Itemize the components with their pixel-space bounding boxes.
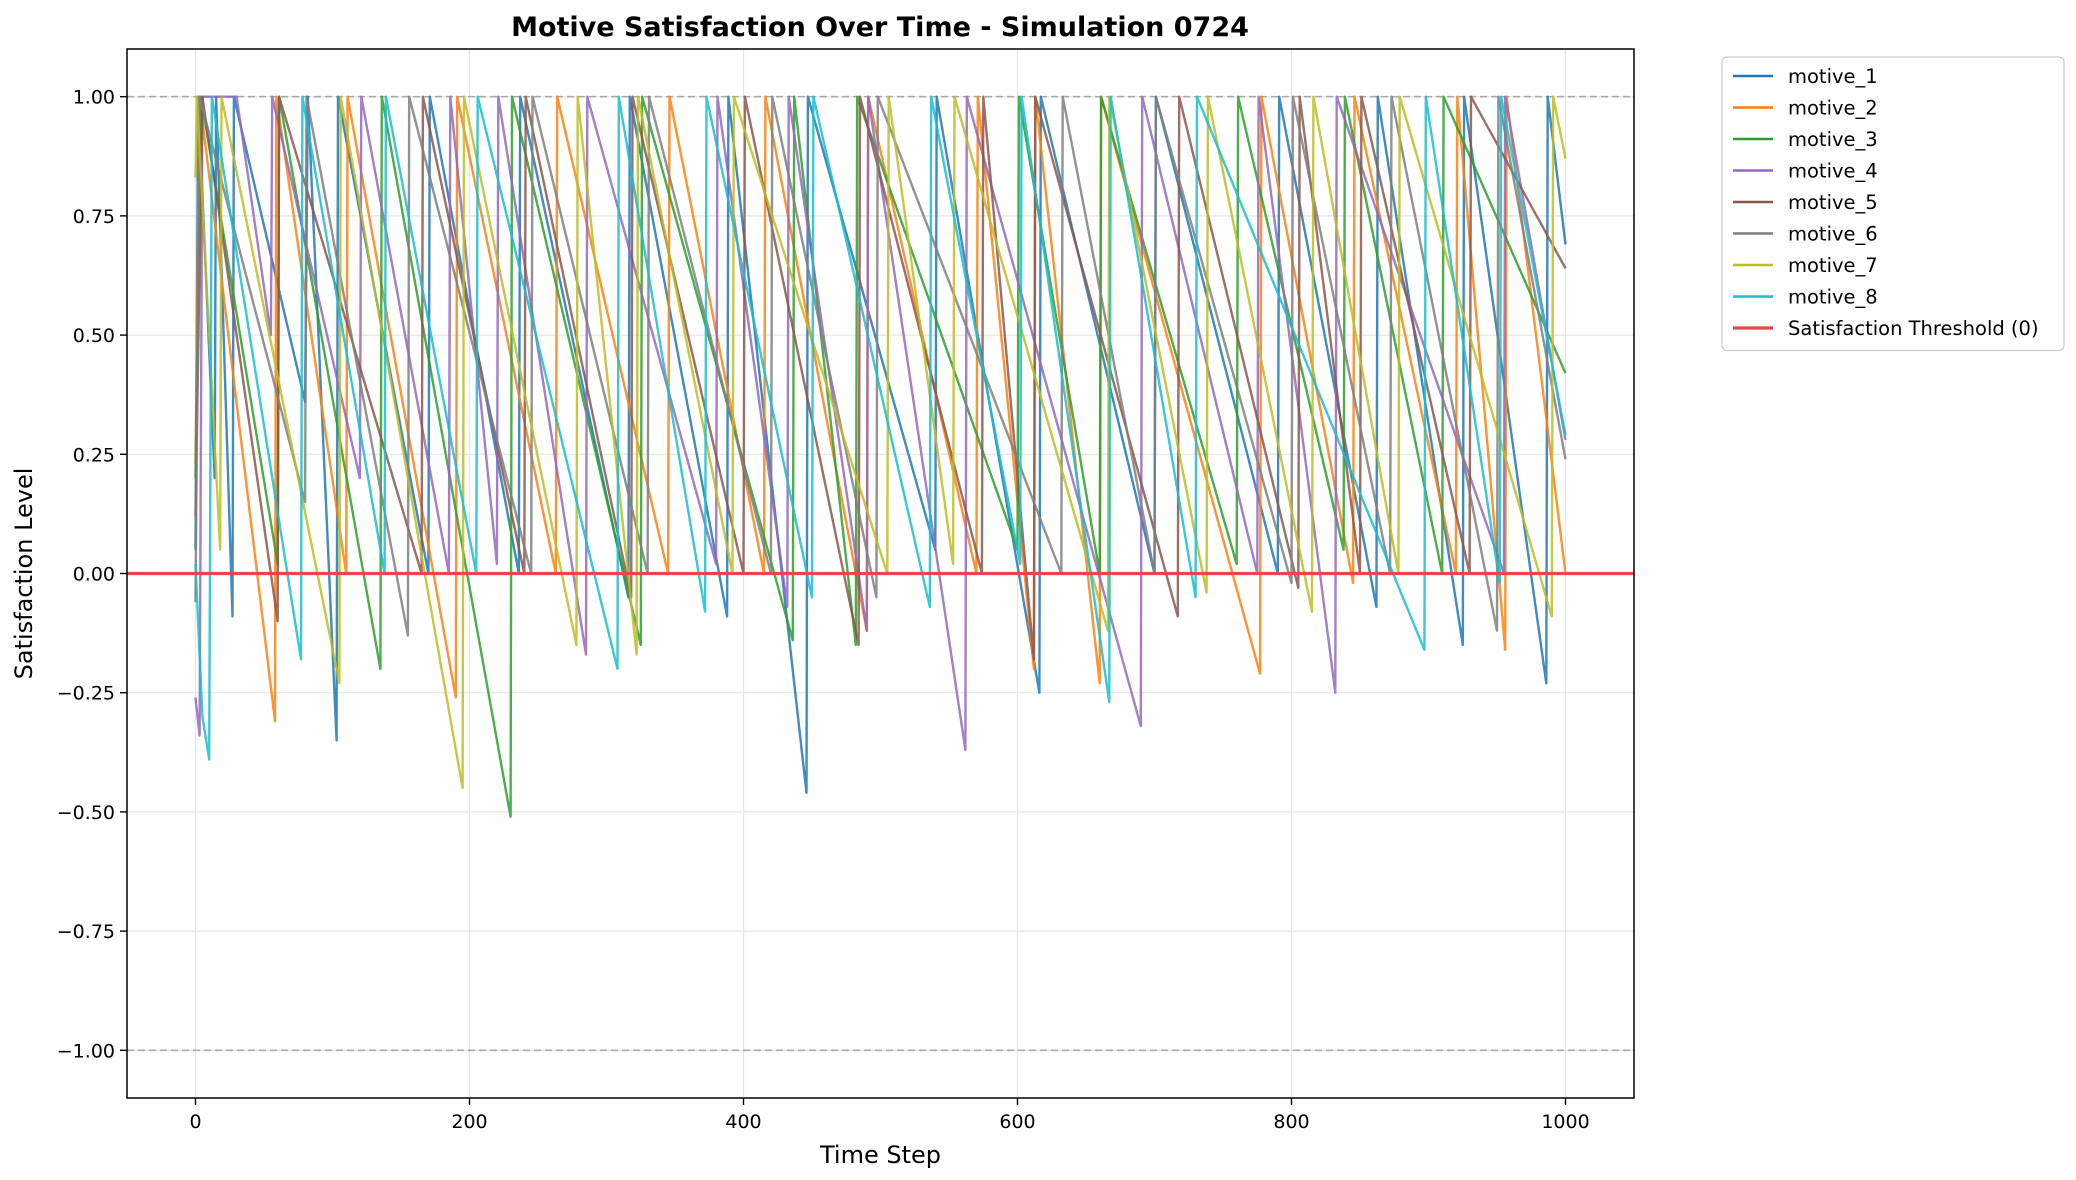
x-tick-label: 200	[451, 1111, 487, 1133]
x-tick-label: 400	[725, 1111, 761, 1133]
y-tick-label: −1.00	[57, 1040, 115, 1062]
y-tick-label: −0.75	[57, 921, 115, 943]
x-axis-label: Time Step	[819, 1141, 941, 1169]
x-tick-label: 1000	[1541, 1111, 1589, 1133]
legend: motive_1 motive_2 motive_3 motive_4 motive_5…	[1721, 56, 2065, 352]
series-line-motive_1	[194, 95, 1567, 794]
y-tick-label: 0.25	[73, 444, 115, 466]
y-tick-label: 0.75	[73, 206, 115, 228]
legend-label: motive_7	[1788, 254, 1878, 277]
y-tick-label: −0.25	[57, 683, 115, 705]
y-tick-label: 0.50	[73, 325, 115, 347]
y-tick-label: 0.00	[73, 564, 115, 586]
reference-lines	[127, 95, 1634, 1052]
y-axis-label: Satisfaction Level	[10, 468, 38, 680]
legend-label: motive_5	[1788, 191, 1878, 214]
y-tick-label: 1.00	[73, 87, 115, 109]
legend-label: Satisfaction Threshold (0)	[1788, 317, 2039, 340]
chart-title: Motive Satisfaction Over Time - Simulati…	[511, 12, 1249, 43]
legend-label: motive_8	[1788, 286, 1878, 309]
legend-label: motive_1	[1788, 65, 1878, 88]
legend-label: motive_4	[1788, 160, 1878, 183]
legend-label: motive_3	[1788, 128, 1878, 151]
series-line-motive_8	[194, 95, 1567, 761]
series-line-motive_5	[194, 95, 1567, 661]
series-line-motive_4	[194, 95, 1567, 752]
x-tick-label: 800	[1273, 1111, 1309, 1133]
x-tick-label: 600	[999, 1111, 1035, 1133]
x-tick-label: 0	[189, 1111, 201, 1133]
legend-box	[1721, 56, 2065, 352]
legend-label: motive_2	[1788, 97, 1878, 120]
series-lines	[194, 95, 1567, 818]
axis-ticks: 0 200 400 600 800 1000 1.00 0.75 0.50 0.25 0.00 −0.…	[57, 87, 1590, 1133]
y-tick-label: −0.50	[57, 802, 115, 824]
series-line-motive_3	[194, 95, 1567, 818]
legend-label: motive_6	[1788, 223, 1878, 246]
